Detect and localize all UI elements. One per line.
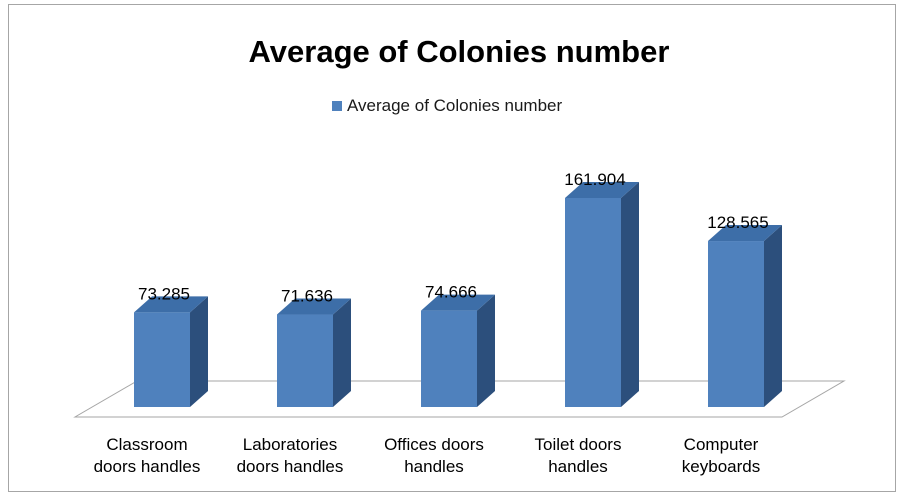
data-label: 73.285 <box>138 284 190 303</box>
bar-group <box>134 182 782 407</box>
category-label-line: handles <box>404 457 464 476</box>
chart-title: Average of Colonies number <box>249 34 670 69</box>
bar <box>565 198 621 407</box>
category-label-line: Laboratories <box>243 435 338 454</box>
legend: Average of Colonies number <box>332 96 562 115</box>
category-label: Offices doors handles <box>384 435 484 476</box>
data-label-group: 73.285 71.636 74.666 161.904 128.565 <box>138 170 769 306</box>
bar <box>421 310 477 407</box>
bar-side <box>477 294 495 407</box>
bar-top <box>708 225 782 242</box>
category-label: Classroom doors handles <box>94 435 201 476</box>
data-label: 71.636 <box>281 287 333 306</box>
bar-side <box>764 225 782 407</box>
category-label-line: doors handles <box>94 457 201 476</box>
bar-top <box>277 298 351 315</box>
legend-swatch <box>332 101 342 111</box>
bar-top <box>421 294 495 311</box>
category-label-group: Classroom doors handles Laboratories doors … <box>94 435 761 476</box>
legend-label: Average of Colonies number <box>347 96 562 115</box>
category-label-line: Computer <box>684 435 759 454</box>
data-label: 74.666 <box>425 283 477 302</box>
category-label: Laboratories doors handles <box>237 435 344 476</box>
category-label-line: doors handles <box>237 457 344 476</box>
bar-side <box>333 298 351 407</box>
bar-top <box>134 296 208 313</box>
bar-side <box>621 182 639 407</box>
category-label-line: handles <box>548 457 608 476</box>
bar-top <box>565 182 639 198</box>
bar <box>134 312 190 407</box>
data-label: 128.565 <box>707 213 768 232</box>
bar <box>277 314 333 407</box>
category-label-line: keyboards <box>682 457 760 476</box>
bar <box>708 241 764 407</box>
bar-side <box>190 296 208 407</box>
category-label-line: Classroom <box>106 435 187 454</box>
data-label: 161.904 <box>564 170 625 189</box>
category-label: Toilet doors handles <box>535 435 622 476</box>
category-label-line: Offices doors <box>384 435 484 454</box>
category-label: Computer keyboards <box>682 435 760 476</box>
category-label-line: Toilet doors <box>535 435 622 454</box>
